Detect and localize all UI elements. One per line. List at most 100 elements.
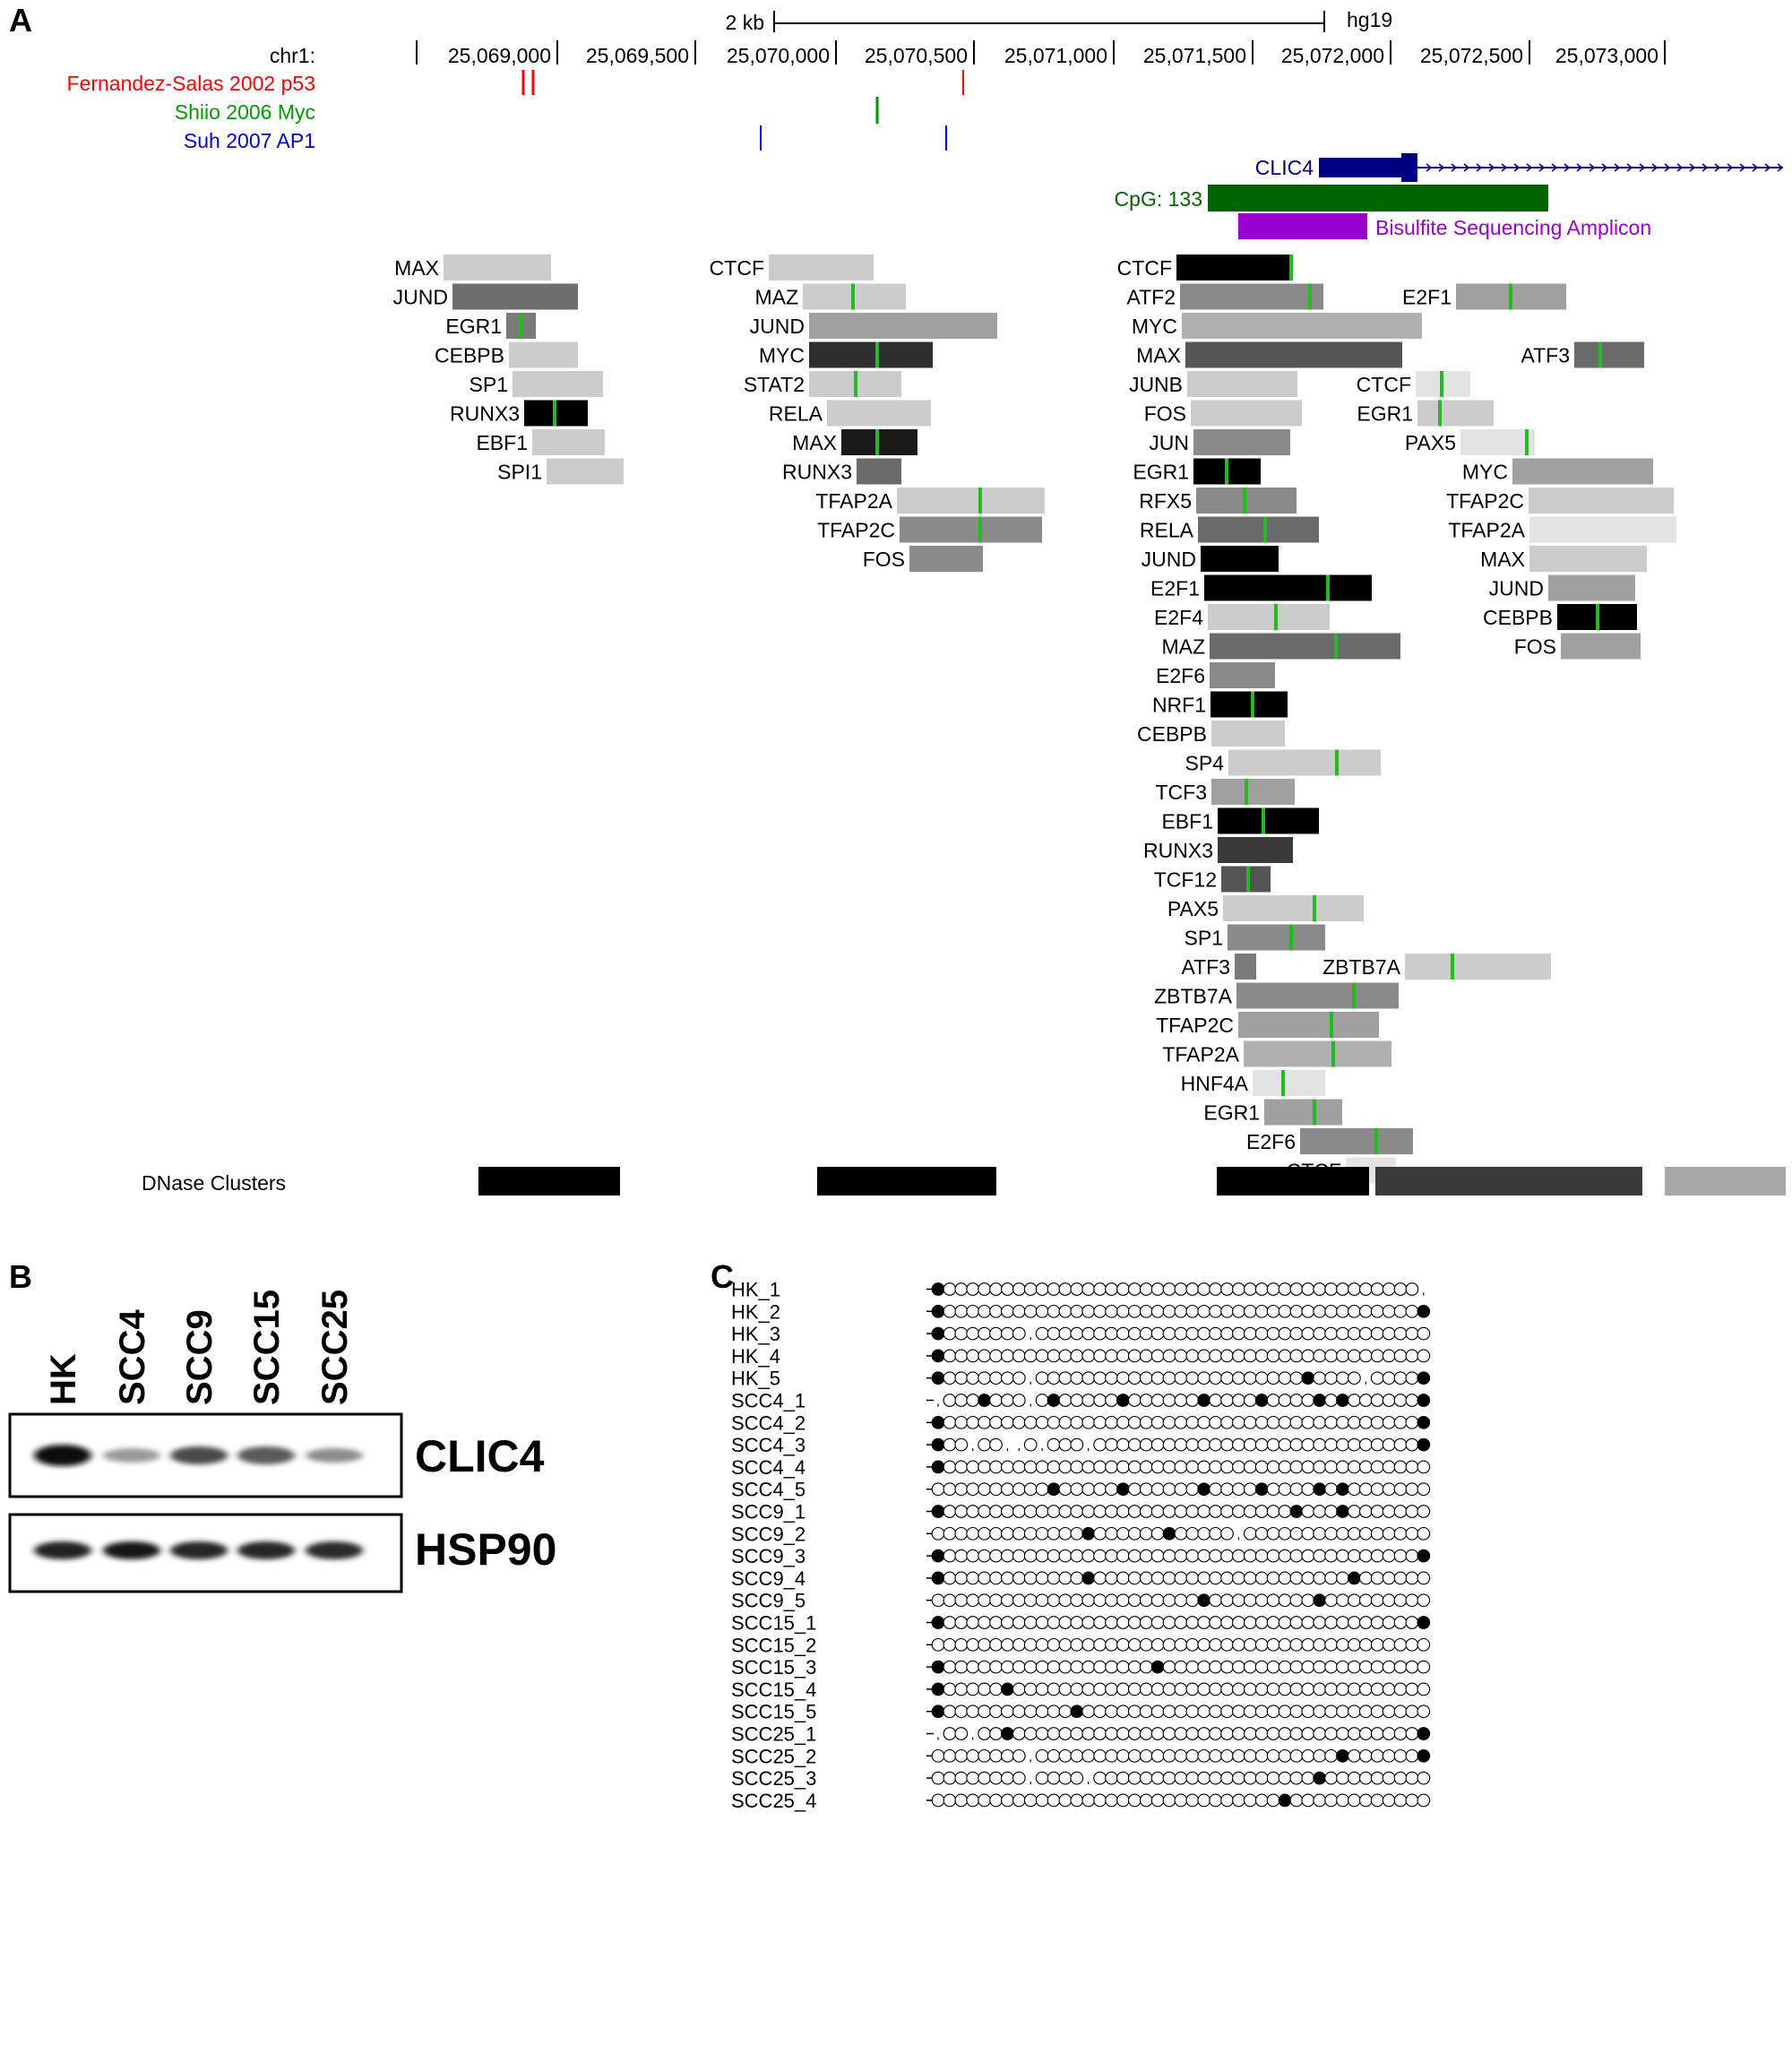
unmethylated-cpg: [1127, 1771, 1142, 1785]
tfbs-box: [827, 400, 931, 427]
lane-label: SCC15: [247, 1290, 287, 1405]
unmethylated-cpg: [1093, 1793, 1107, 1808]
unmethylated-cpg: [1336, 1571, 1349, 1585]
unmethylated-cpg: [1150, 1571, 1165, 1585]
unmethylated-cpg: [1023, 1727, 1038, 1740]
tfbs-box: [1218, 837, 1293, 863]
unmethylated-cpg: [1313, 1705, 1327, 1719]
unmethylated-cpg: [1405, 1616, 1419, 1629]
tfbs-box: [1228, 924, 1325, 951]
tfbs-element: TCF12: [1154, 866, 1271, 893]
unmethylated-cpg: [954, 1637, 969, 1652]
unmethylated-cpg: [1197, 1460, 1211, 1474]
unmethylated-cpg: [954, 1593, 969, 1608]
unmethylated-cpg: [966, 1282, 980, 1296]
scale-bar: 2 kb hg19: [726, 8, 1393, 34]
unmethylated-cpg: [1336, 1415, 1349, 1429]
unmethylated-cpg: [1209, 1415, 1222, 1429]
unmethylated-cpg: [1313, 1793, 1327, 1808]
lane-labels: HK SCC4 SCC9 SCC15 SCC25: [44, 1290, 355, 1405]
unmethylated-cpg: [1070, 1282, 1084, 1296]
unmethylated-cpg: [966, 1748, 980, 1763]
tfbs-box: [1238, 1012, 1379, 1038]
unmethylated-cpg: [1336, 1682, 1349, 1696]
unmethylated-cpg: [1047, 1282, 1061, 1296]
unmethylated-cpg: [1162, 1682, 1176, 1696]
unmethylated-cpg: [989, 1526, 1003, 1541]
unmethylated-cpg: [1197, 1415, 1211, 1429]
unmethylated-cpg: [1139, 1437, 1153, 1452]
unmethylated-cpg: [1324, 1437, 1338, 1452]
unmethylated-cpg: [1001, 1505, 1014, 1518]
unmethylated-cpg: [1370, 1593, 1384, 1608]
unmethylated-cpg: [1393, 1505, 1408, 1518]
unmethylated-cpg: [1162, 1482, 1176, 1497]
unmethylated-cpg: [1232, 1437, 1245, 1452]
unmethylated-cpg: [1116, 1637, 1130, 1652]
unmethylated-cpg: [1220, 1593, 1234, 1608]
unmethylated-cpg: [1093, 1304, 1107, 1318]
tfbs-element: MAX: [1480, 546, 1647, 572]
strand-arrow: [1752, 163, 1759, 172]
unmethylated-cpg: [1405, 1505, 1419, 1518]
unmethylated-cpg: [1093, 1705, 1107, 1719]
unmethylated-cpg: [1254, 1437, 1269, 1452]
unmethylated-cpg: [1336, 1705, 1349, 1719]
strand-arrow: [1476, 163, 1483, 172]
unmethylated-cpg: [1324, 1682, 1338, 1696]
strand-arrow: [1614, 163, 1621, 172]
unmethylated-cpg: [1220, 1793, 1234, 1808]
methylated-cpg: [1116, 1482, 1130, 1497]
unmethylated-cpg: [1139, 1349, 1153, 1363]
tfbs-element: ZBTB7A: [1322, 954, 1551, 980]
tfbs-element: E2F1: [1150, 574, 1372, 601]
unmethylated-cpg: [943, 1526, 957, 1541]
unmethylated-cpg: [1278, 1505, 1292, 1518]
unmethylated-cpg: [1127, 1326, 1142, 1341]
unmethylated-cpg: [1150, 1437, 1165, 1452]
strand-arrow: [1714, 163, 1721, 172]
unmethylated-cpg: [1370, 1637, 1384, 1652]
unmethylated-cpg: [1393, 1593, 1408, 1608]
unmethylated-cpg: [1081, 1371, 1096, 1385]
unmethylated-cpg: [989, 1349, 1003, 1363]
unmethylated-cpg: [1405, 1415, 1419, 1429]
methylated-cpg: [931, 1282, 945, 1296]
unmethylated-cpg: [1185, 1727, 1200, 1740]
unmethylated-cpg: [1209, 1593, 1222, 1608]
unmethylated-cpg: [1001, 1660, 1014, 1674]
unmethylated-cpg: [1324, 1394, 1338, 1407]
unmethylated-cpg: [1139, 1304, 1153, 1318]
unmethylated-cpg: [1105, 1549, 1118, 1563]
unmethylated-cpg: [1197, 1705, 1211, 1719]
tfbs-box: [1529, 546, 1647, 572]
unmethylated-cpg: [1174, 1660, 1188, 1674]
unmethylated-cpg: [943, 1349, 957, 1363]
unmethylated-cpg: [1185, 1304, 1200, 1318]
unmethylated-cpg: [1174, 1571, 1188, 1585]
unmethylated-cpg: [1382, 1793, 1396, 1808]
unmethylated-cpg: [989, 1571, 1003, 1585]
unmethylated-cpg: [1105, 1748, 1118, 1763]
unmethylated-cpg: [1174, 1771, 1188, 1785]
tfbs-motif-mark: [1525, 429, 1529, 455]
unmethylated-cpg: [1254, 1571, 1269, 1585]
unmethylated-cpg: [1139, 1415, 1153, 1429]
unmethylated-cpg: [978, 1705, 991, 1719]
unmethylated-cpg: [1174, 1349, 1188, 1363]
unmethylated-cpg: [1001, 1349, 1014, 1363]
unmethylated-cpg: [1393, 1771, 1408, 1785]
unmethylated-cpg: [1243, 1748, 1257, 1763]
methylated-cpg: [931, 1549, 945, 1563]
unmethylated-cpg: [1324, 1349, 1338, 1363]
tfbs-element: TFAP2C: [817, 516, 1042, 543]
unmethylated-cpg: [1047, 1682, 1061, 1696]
strand-arrow: [1463, 163, 1470, 172]
unmethylated-cpg: [1324, 1727, 1338, 1740]
unmethylated-cpg: [1047, 1616, 1061, 1629]
sample-label: SCC9_3: [731, 1545, 806, 1567]
strand-arrow: [1739, 163, 1746, 172]
unmethylated-cpg: [1127, 1282, 1142, 1296]
unmethylated-cpg: [1023, 1637, 1038, 1652]
unmethylated-cpg: [1093, 1571, 1107, 1585]
